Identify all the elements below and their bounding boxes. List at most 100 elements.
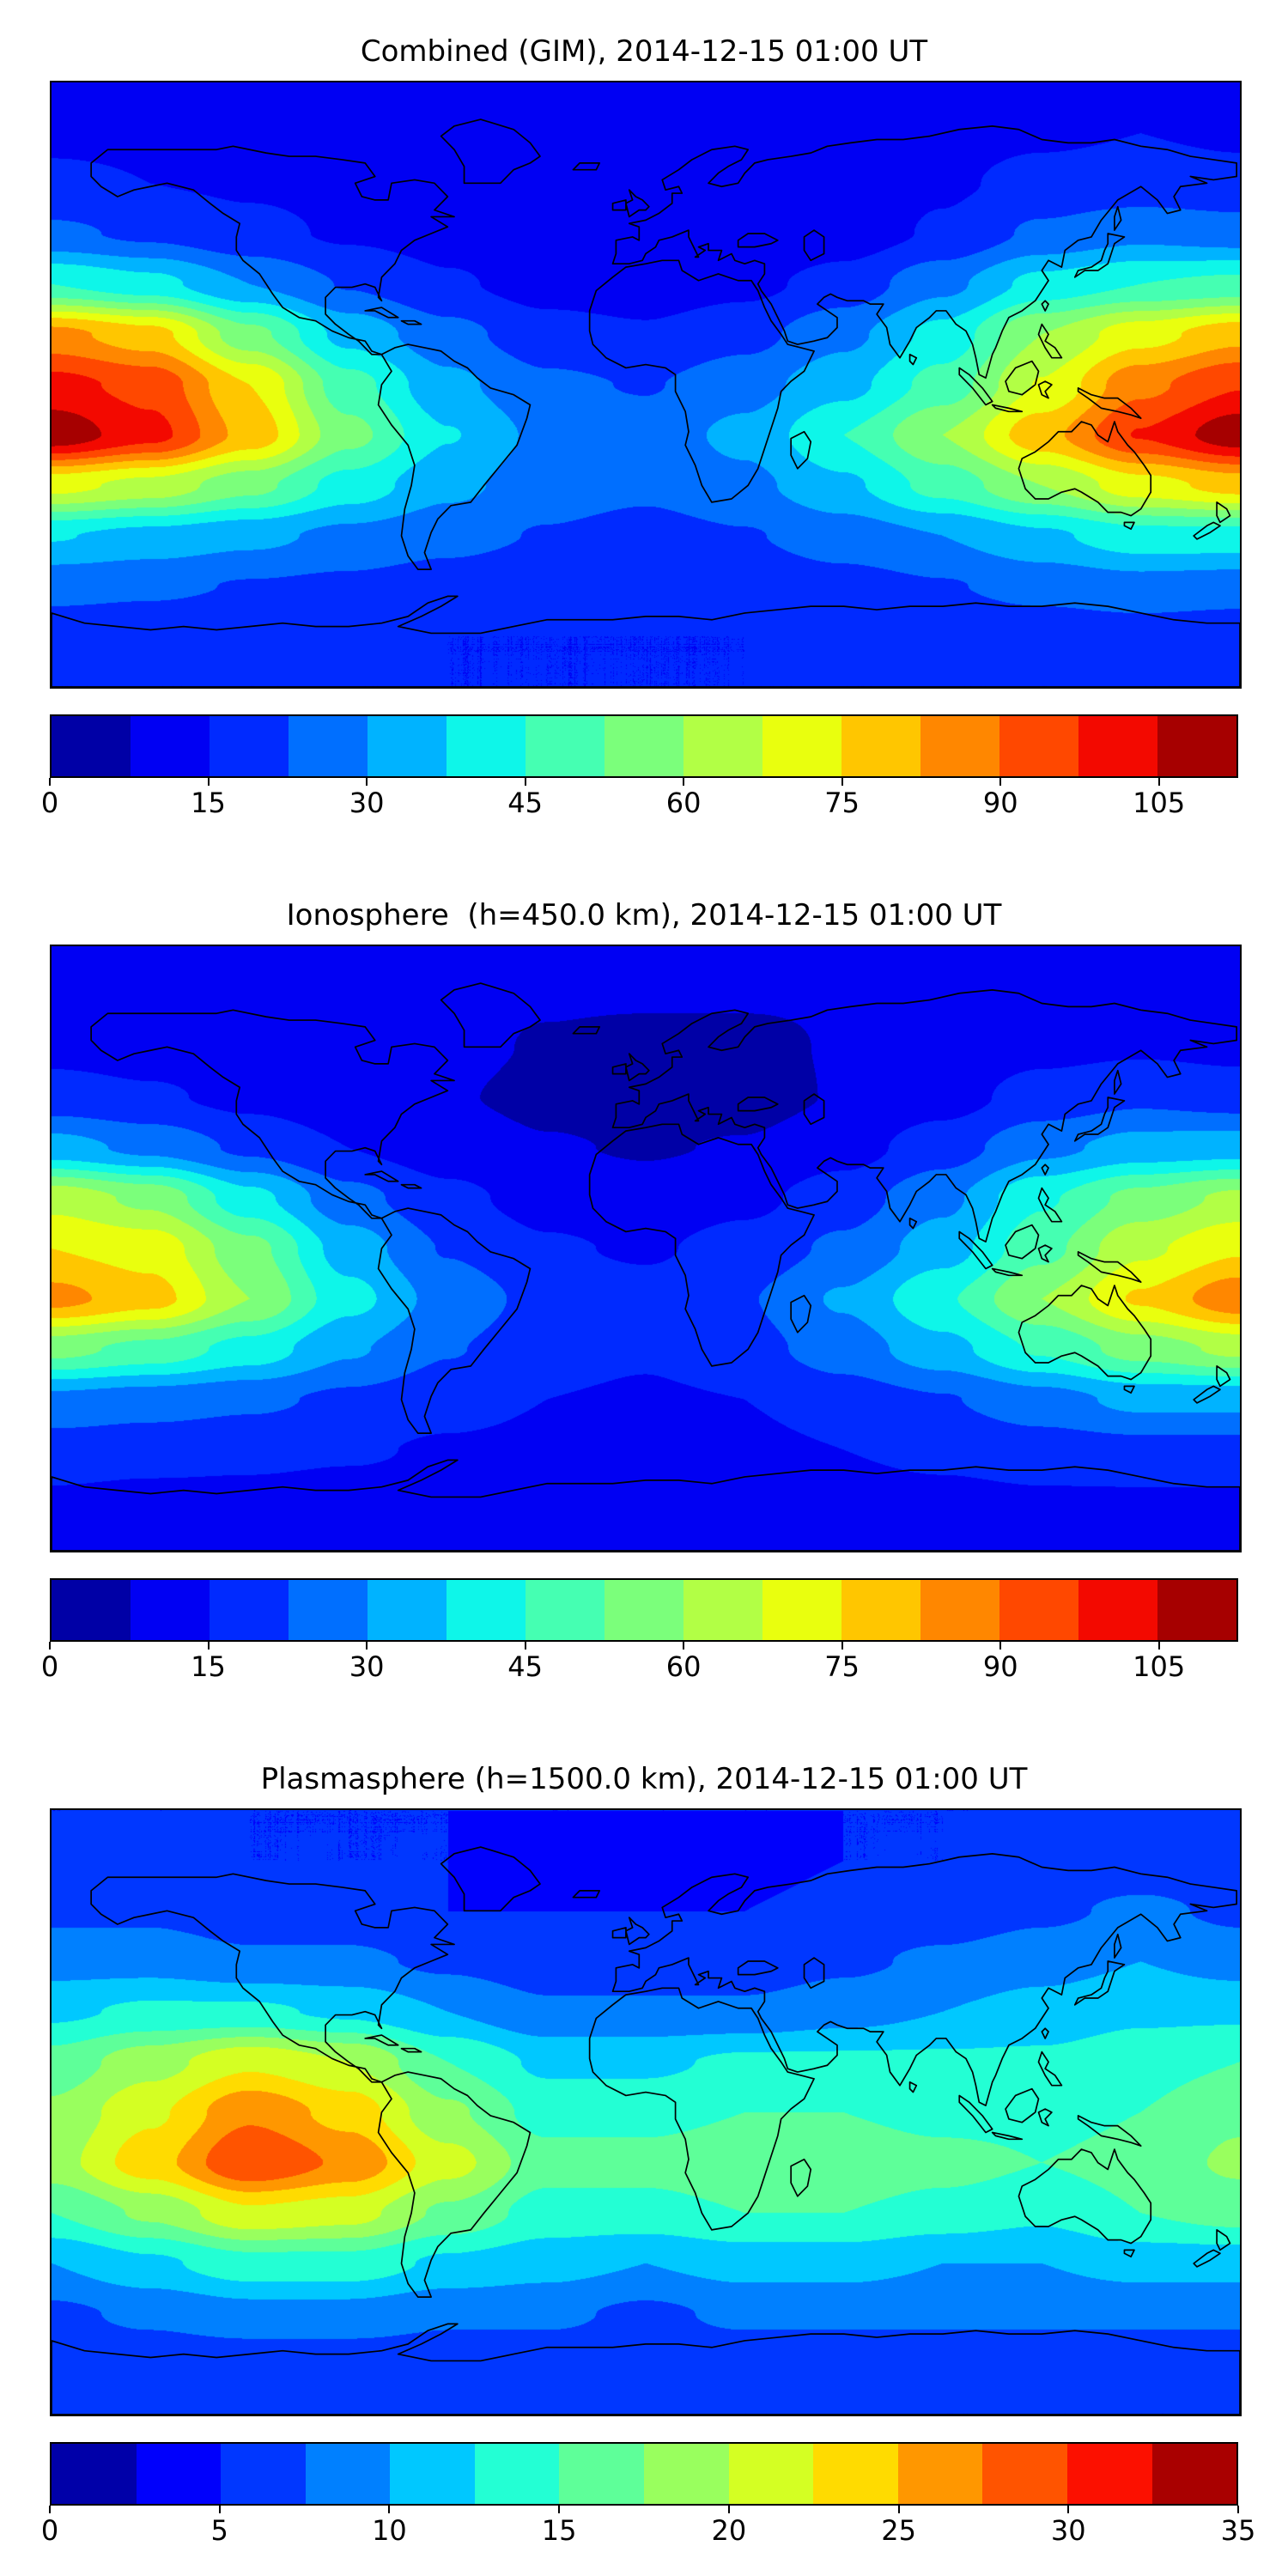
- colorbar-tick-label: 0: [40, 1650, 59, 1683]
- panel-ionosphere: Ionosphere (h=450.0 km), 2014-12-15 01:0…: [41, 898, 1242, 1690]
- coastlines-overlay: [52, 1810, 1240, 2415]
- colorbar-band: [683, 1580, 762, 1640]
- map-plot: [50, 81, 1242, 689]
- colorbar-ticks: 0 5 10 15 20 25 30 35: [41, 2506, 1255, 2554]
- figure: Combined (GIM), 2014-12-15 01:00 UT 0 15 3…: [0, 34, 1288, 2554]
- panel-combined: Combined (GIM), 2014-12-15 01:00 UT 0 15 3…: [41, 34, 1242, 826]
- colorbar-band: [1151, 2444, 1237, 2504]
- panel-title: Plasmasphere (h=1500.0 km), 2014-12-15 0…: [260, 1762, 1028, 1796]
- colorbar-tick-label: 15: [191, 787, 226, 819]
- panel-plasmasphere: Plasmasphere (h=1500.0 km), 2014-12-15 0…: [41, 1762, 1256, 2554]
- tec-field-canvas: [52, 82, 1240, 687]
- colorbar-band: [221, 2444, 306, 2504]
- colorbar-band: [289, 1580, 368, 1640]
- colorbar-tick-label: 45: [507, 1650, 543, 1683]
- colorbar-band: [559, 2444, 645, 2504]
- colorbar-band: [131, 1580, 210, 1640]
- colorbar-tick-mark: [558, 2506, 561, 2513]
- coastline-path: [52, 1847, 1240, 2415]
- colorbar-band: [368, 716, 447, 776]
- colorbar-band: [841, 1580, 920, 1640]
- colorbar-band: [999, 1580, 1078, 1640]
- coastline-path: [52, 983, 1240, 1551]
- colorbar-band: [447, 716, 526, 776]
- colorbar-band: [897, 2444, 983, 2504]
- colorbar-tick-mark: [49, 1642, 51, 1649]
- colorbar-band: [813, 2444, 898, 2504]
- colorbar-tick-label: 30: [349, 1650, 385, 1683]
- panel-title: Ionosphere (h=450.0 km), 2014-12-15 01:0…: [286, 898, 1002, 933]
- colorbar-band: [289, 716, 368, 776]
- colorbar-tick-mark: [218, 2506, 221, 2513]
- colorbar-tick-label: 45: [507, 787, 543, 819]
- colorbar-tick-mark: [727, 2506, 730, 2513]
- colorbar-tick-label: 105: [1133, 1650, 1186, 1683]
- colorbar-band: [999, 716, 1078, 776]
- colorbar-tick-label: 15: [541, 2514, 577, 2547]
- colorbar-band: [644, 2444, 729, 2504]
- colorbar-band: [52, 1580, 131, 1640]
- colorbar-tick-label: 60: [665, 787, 702, 819]
- colorbar-ticks: 0 15 30 45 60 75 90 105: [41, 778, 1238, 826]
- coastlines-overlay: [52, 82, 1240, 687]
- colorbar-tick-mark: [524, 778, 526, 786]
- tec-field-canvas: [52, 1810, 1240, 2415]
- colorbar-tick-mark: [49, 2506, 51, 2513]
- colorbar-tick-label: 90: [982, 1650, 1018, 1683]
- colorbar-band: [762, 1580, 841, 1640]
- colorbar-tick-label: 15: [191, 1650, 226, 1683]
- colorbar-tick-mark: [1157, 778, 1160, 786]
- colorbar-band: [474, 2444, 560, 2504]
- colorbar-band: [447, 1580, 526, 1640]
- colorbar-tick-label: 30: [1050, 2514, 1086, 2547]
- colorbar-tick-label: 0: [40, 2514, 59, 2547]
- colorbar-tick-label: 75: [824, 787, 860, 819]
- colorbar-band: [982, 2444, 1067, 2504]
- coastlines-overlay: [52, 946, 1240, 1551]
- colorbar-band: [526, 716, 605, 776]
- colorbar-band: [920, 716, 999, 776]
- colorbar-tick-mark: [841, 778, 843, 786]
- colorbar-tick-label: 25: [881, 2514, 916, 2547]
- colorbar-tick-mark: [841, 1642, 843, 1649]
- colorbar-band: [683, 716, 762, 776]
- colorbar-tick-mark: [1237, 2506, 1239, 2513]
- colorbar-tick-label: 90: [982, 787, 1018, 819]
- colorbar-tick-label: 30: [349, 787, 385, 819]
- colorbar-tick-mark: [207, 778, 210, 786]
- colorbar-tick-mark: [366, 778, 368, 786]
- colorbar-tick-mark: [524, 1642, 526, 1649]
- colorbar-tick-mark: [49, 778, 51, 786]
- colorbar-tick-label: 105: [1133, 787, 1186, 819]
- colorbar-band: [605, 716, 683, 776]
- colorbar-tick-label: 35: [1220, 2514, 1256, 2547]
- colorbar-band: [210, 1580, 289, 1640]
- colorbar-band: [52, 716, 131, 776]
- colorbar-tick-label: 75: [824, 1650, 860, 1683]
- colorbar-band: [136, 2444, 222, 2504]
- colorbar-tick-mark: [683, 1642, 685, 1649]
- coastline-path: [52, 119, 1240, 687]
- colorbar-tick-mark: [388, 2506, 391, 2513]
- map-plot: [50, 1808, 1242, 2416]
- colorbar-tick-mark: [1157, 1642, 1160, 1649]
- colorbar-band: [841, 716, 920, 776]
- colorbar-band: [390, 2444, 475, 2504]
- colorbar-tick-mark: [683, 778, 685, 786]
- colorbar-band: [52, 2444, 137, 2504]
- panel-title: Combined (GIM), 2014-12-15 01:00 UT: [360, 34, 928, 69]
- colorbar-tick-label: 20: [711, 2514, 747, 2547]
- colorbar-tick-label: 10: [372, 2514, 407, 2547]
- colorbar-band: [368, 1580, 447, 1640]
- colorbar-tick-label: 0: [40, 787, 59, 819]
- colorbar-tick-label: 60: [665, 1650, 702, 1683]
- map-plot: [50, 945, 1242, 1552]
- colorbar-band: [920, 1580, 999, 1640]
- colorbar-band: [526, 1580, 605, 1640]
- colorbar-tick-mark: [207, 1642, 210, 1649]
- colorbar-band: [131, 716, 210, 776]
- colorbar-tick-label: 5: [210, 2514, 228, 2547]
- colorbar: [50, 1578, 1238, 1642]
- colorbar-tick-mark: [999, 778, 1002, 786]
- colorbar: [50, 714, 1238, 778]
